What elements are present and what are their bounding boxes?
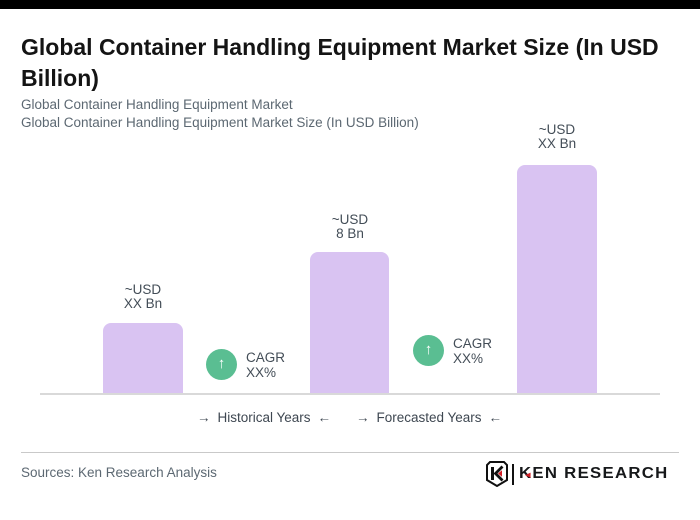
sources-text: Sources: Ken Research Analysis (21, 465, 217, 480)
chart-subtitle-line1: Global Container Handling Equipment Mark… (21, 97, 293, 112)
cagr-badge: ↑ CAGR XX% (413, 335, 492, 366)
cagr-label: CAGR XX% (246, 349, 286, 380)
axis-label-forecasted: → Forecasted Years ← (355, 410, 503, 425)
ken-research-logo: KEN RESEARCH ◂ (486, 461, 667, 487)
logo-separator (512, 463, 514, 485)
chart-subtitle: Global Container Handling Equipment Mark… (21, 96, 661, 132)
axis-label-historical: → Historical Years ← (196, 410, 332, 425)
ken-research-badge-icon (486, 461, 508, 487)
cagr-up-icon: ↑ (206, 349, 237, 380)
left-arrow-icon: ← (317, 410, 332, 425)
ken-research-wordmark: KEN RESEARCH ◂ (519, 465, 669, 482)
cagr-label: CAGR XX% (453, 335, 493, 366)
top-accent-bar (0, 0, 700, 9)
chart-subtitle-line2: Global Container Handling Equipment Mark… (21, 115, 419, 130)
bar-base-year (310, 252, 389, 393)
left-arrow-icon: ← (488, 410, 503, 425)
up-arrow-icon: ↑ (217, 355, 226, 372)
bar-value-label: ~USD 8 Bn (331, 212, 369, 241)
bar-value-label: ~USD XX Bn (123, 282, 163, 311)
x-axis-line (40, 393, 660, 395)
right-arrow-icon: → (355, 410, 370, 425)
right-arrow-icon: → (196, 410, 211, 425)
cagr-up-icon: ↑ (413, 335, 444, 366)
cagr-badge: ↑ CAGR XX% (206, 349, 285, 380)
bar-value-label: ~USD XX Bn (537, 122, 577, 151)
up-arrow-icon: ↑ (424, 341, 433, 358)
logo-k-accent-icon: ◂ (525, 469, 531, 480)
bar-forecast (517, 165, 597, 393)
footer-divider (21, 452, 679, 453)
page-title: Global Container Handling Equipment Mark… (21, 34, 659, 92)
bar-historical (103, 323, 183, 393)
